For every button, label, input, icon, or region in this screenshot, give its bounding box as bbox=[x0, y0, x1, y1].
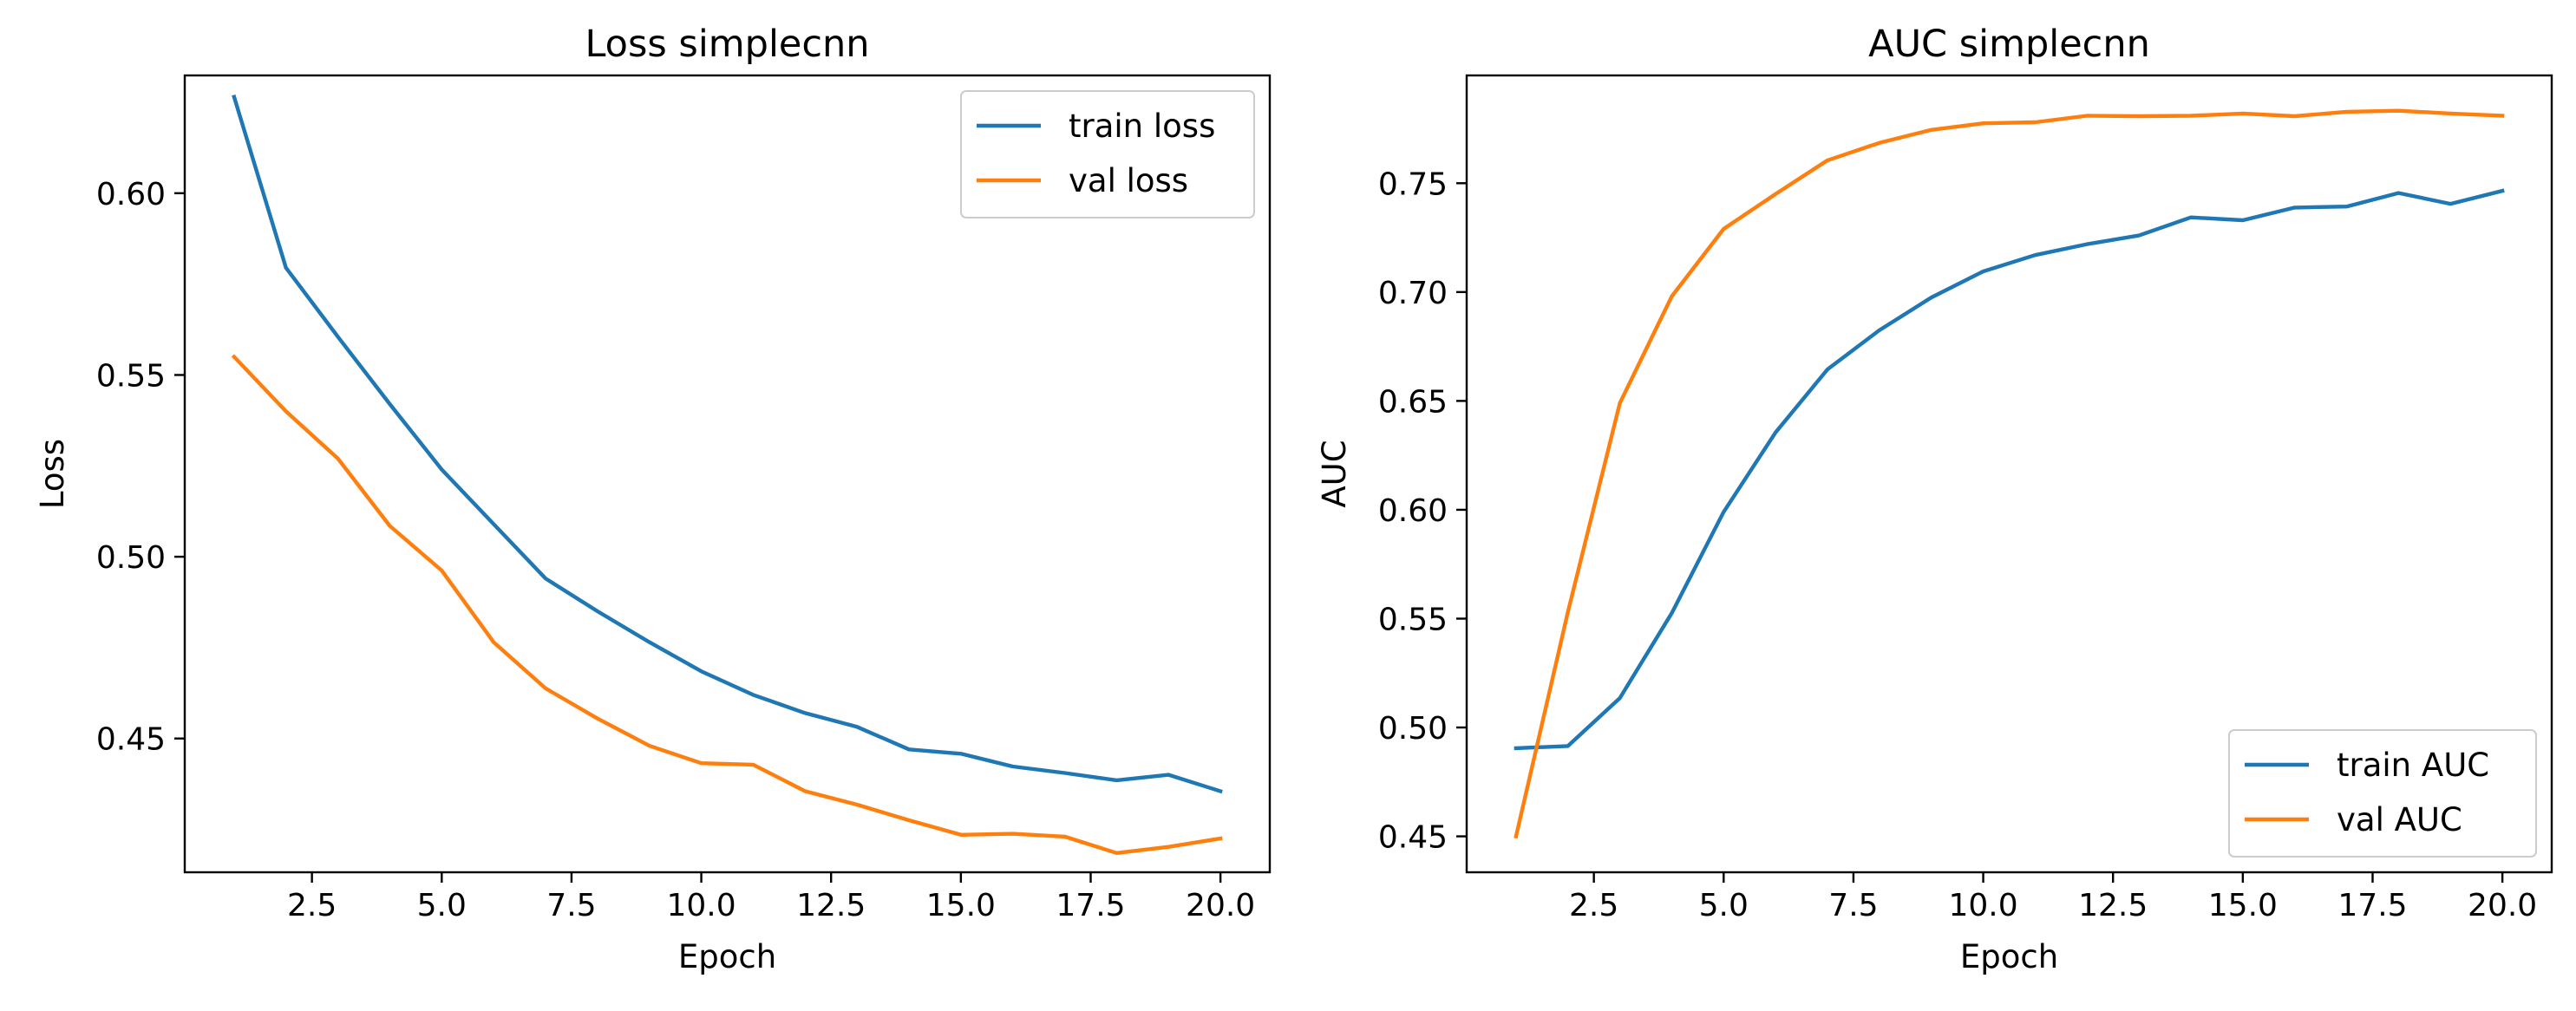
x-tick-label: 17.5 bbox=[2337, 888, 2407, 923]
x-tick-label: 15.0 bbox=[926, 888, 996, 923]
legend-label: train AUC bbox=[2337, 747, 2489, 784]
y-tick-label: 0.45 bbox=[96, 722, 166, 758]
y-tick-label: 0.70 bbox=[1378, 276, 1448, 311]
chart-panel-2: AUC simplecnn 2.5 5.0 7.5 10.0 12.5 15.0 17.5 20… bbox=[1316, 23, 2553, 975]
x-tick-label: 2.5 bbox=[1569, 888, 1618, 923]
chart-title: Loss simplecnn bbox=[585, 23, 869, 66]
x-tick-label: 20.0 bbox=[1186, 888, 1255, 923]
plot-area-frame bbox=[183, 74, 1272, 874]
y-axis-label: Loss bbox=[34, 439, 71, 509]
x-axis-label: Epoch bbox=[1960, 938, 2058, 975]
y-tick-label: 0.60 bbox=[1378, 493, 1448, 529]
y-tick-label: 0.45 bbox=[1378, 820, 1448, 856]
legend-label: val loss bbox=[1069, 162, 1188, 199]
chart-title: AUC simplecnn bbox=[1868, 23, 2150, 66]
legend-frame bbox=[2228, 729, 2537, 858]
series-line-train-auc bbox=[1514, 188, 2505, 751]
x-tick-label: 20.0 bbox=[2468, 888, 2537, 923]
x-tick-label: 7.5 bbox=[1828, 888, 1878, 923]
y-tick-label: 0.50 bbox=[96, 540, 166, 576]
series-line-val-auc bbox=[1514, 108, 2505, 839]
x-tick-label: 5.0 bbox=[1699, 888, 1749, 923]
x-tick-label: 17.5 bbox=[1056, 888, 1125, 923]
legend-label: train loss bbox=[1069, 108, 1215, 145]
chart-panel-1: Loss simplecnn 2.5 5.0 7.5 10.0 12.5 15.0 17.5 2… bbox=[34, 23, 1272, 975]
y-tick-label: 0.55 bbox=[1378, 602, 1448, 637]
y-tick-label: 0.50 bbox=[1378, 711, 1448, 747]
x-tick-label: 10.0 bbox=[1948, 888, 2017, 923]
x-tick-label: 15.0 bbox=[2208, 888, 2278, 923]
series-line-train-loss bbox=[232, 94, 1223, 794]
x-tick-label: 10.0 bbox=[666, 888, 736, 923]
y-tick-label: 0.75 bbox=[1378, 166, 1448, 202]
series-line-val-loss bbox=[231, 354, 1223, 855]
x-tick-label: 7.5 bbox=[546, 888, 596, 923]
y-tick-label: 0.55 bbox=[96, 358, 166, 394]
y-axis-label: AUC bbox=[1316, 440, 1353, 507]
x-tick-label: 5.0 bbox=[417, 888, 467, 923]
x-axis-label: Epoch bbox=[678, 938, 776, 975]
legend: train loss val loss bbox=[960, 90, 1255, 219]
legend-label: val AUC bbox=[2337, 801, 2462, 838]
y-tick-label: 0.60 bbox=[96, 177, 166, 212]
x-tick-label: 12.5 bbox=[796, 888, 866, 923]
legend-frame bbox=[960, 90, 1255, 219]
plot-area-frame bbox=[1465, 74, 2553, 874]
x-tick-label: 2.5 bbox=[287, 888, 337, 923]
x-tick-label: 12.5 bbox=[2078, 888, 2148, 923]
y-tick-label: 0.65 bbox=[1378, 384, 1448, 420]
legend: train AUC val AUC bbox=[2228, 729, 2537, 858]
